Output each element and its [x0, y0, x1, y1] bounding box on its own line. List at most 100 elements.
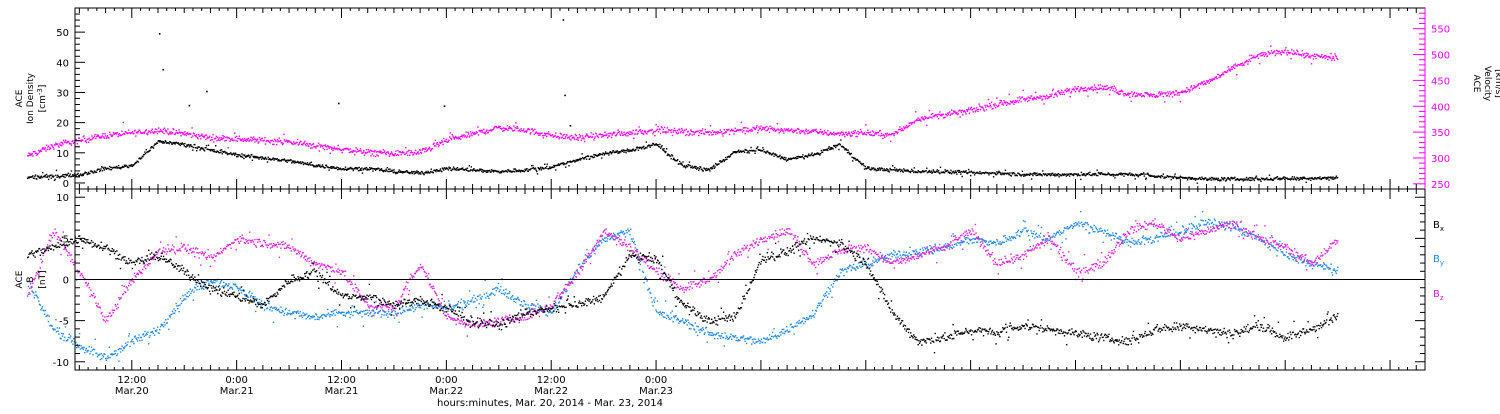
velocity-point-1962 [1312, 58, 1315, 60]
velocity-point-527 [372, 150, 374, 152]
density-point-110 [99, 170, 101, 173]
density-point-1999 [1337, 176, 1339, 179]
density-point-571 [401, 171, 403, 173]
velocity-point-594 [416, 153, 418, 155]
density-point-973 [664, 151, 666, 154]
by-point-834 [646, 280, 648, 282]
density-point-1943 [1300, 178, 1302, 180]
velocity-point-1452 [978, 103, 980, 105]
velocity-point-1426 [961, 109, 963, 111]
density-point-99 [91, 170, 94, 173]
velocity-point-621 [433, 145, 436, 147]
by-point-930 [717, 332, 720, 334]
by-point-804 [624, 232, 626, 234]
density-point-1608 [1080, 171, 1083, 174]
density-point-1278 [864, 165, 866, 168]
velocity-point-552 [388, 155, 391, 157]
density-point-1065 [724, 156, 727, 159]
density-point-585 [410, 172, 412, 174]
velocity-point-940 [643, 133, 645, 135]
density-point-387 [280, 160, 282, 162]
density-point-486 [345, 168, 347, 171]
velocity-point-331 [243, 137, 246, 140]
by-point-428 [344, 315, 347, 317]
density-point-354 [258, 156, 261, 159]
velocity-point-291 [217, 138, 219, 140]
density-point-1894 [1268, 179, 1270, 181]
velocity-point-955 [652, 131, 655, 134]
velocity-point-189 [150, 130, 153, 132]
velocity-point-208 [163, 132, 165, 135]
density-point-1211 [820, 149, 822, 152]
density-point-1706 [1145, 178, 1147, 180]
density-point-1045 [711, 167, 714, 170]
density-point-964 [658, 146, 661, 148]
by-point-805 [624, 236, 627, 238]
velocity-point-148 [123, 133, 126, 135]
density-point-1047 [713, 164, 715, 167]
by-point-80 [86, 351, 88, 353]
by-point-905 [699, 331, 701, 334]
density-point-1617 [1086, 173, 1088, 175]
velocity-point-1928 [1290, 57, 1292, 60]
density-point-366 [266, 161, 269, 163]
density-point-656 [456, 167, 459, 169]
density-point-1024 [698, 169, 700, 172]
velocity-point-1907 [1276, 50, 1279, 52]
velocity-point-1339 [904, 127, 906, 129]
by-point-580 [457, 301, 460, 303]
velocity-point-1111 [755, 128, 757, 130]
by-point-978 [753, 338, 755, 340]
velocity-point-724 [501, 127, 503, 130]
velocity-point-921 [630, 133, 632, 135]
density-point-674 [468, 165, 470, 167]
density-point-1213 [821, 151, 824, 153]
density-point-1161 [787, 157, 790, 160]
density-point-1479 [996, 171, 998, 173]
density-point-113 [101, 166, 103, 168]
velocity-point-1270 [859, 132, 861, 134]
velocity-point-38 [51, 145, 54, 147]
by-point-190 [168, 328, 170, 331]
by-point-644 [505, 288, 507, 290]
velocity-point-1641 [1102, 89, 1104, 91]
velocity-point-1845 [1236, 74, 1238, 76]
velocity-point-1864 [1248, 59, 1250, 61]
density-point-56 [63, 173, 65, 176]
velocity-point-231 [178, 129, 180, 131]
by-point-969 [746, 337, 748, 339]
velocity-point-901 [617, 129, 619, 131]
by-point-361 [295, 311, 297, 313]
velocity-point-1694 [1137, 94, 1139, 96]
by-point-863 [667, 316, 670, 319]
velocity-point-195 [154, 128, 157, 130]
density-point-1881 [1259, 179, 1261, 181]
by-point-151 [139, 339, 141, 342]
velocity-point-1795 [1203, 80, 1205, 83]
velocity-point-342 [251, 140, 253, 142]
by-point-400 [324, 314, 326, 316]
by-point-379 [308, 314, 310, 317]
velocity-point-976 [666, 127, 668, 129]
velocity-point-664 [462, 136, 464, 138]
by-point-140 [130, 340, 133, 342]
by-point-938 [723, 345, 725, 347]
density-point-517 [365, 166, 368, 169]
density-point-192 [152, 147, 155, 149]
velocity-point-67 [70, 144, 73, 146]
velocity-point-1735 [1164, 101, 1166, 103]
by-point-228 [196, 289, 198, 291]
density-point-744 [514, 168, 516, 170]
velocity-point-1854 [1241, 62, 1244, 64]
velocity-point-1961 [1312, 54, 1314, 57]
density-point-499 [354, 168, 356, 170]
density-point-1520 [1023, 175, 1025, 177]
velocity-point-1911 [1279, 52, 1281, 55]
by-point-235 [201, 286, 203, 288]
velocity-point-1937 [1296, 49, 1298, 51]
velocity-point-731 [506, 128, 508, 131]
density-point-1875 [1255, 175, 1258, 177]
by-point-372 [303, 314, 305, 317]
velocity-point-220 [171, 133, 173, 135]
density-point-1957 [1309, 177, 1311, 179]
